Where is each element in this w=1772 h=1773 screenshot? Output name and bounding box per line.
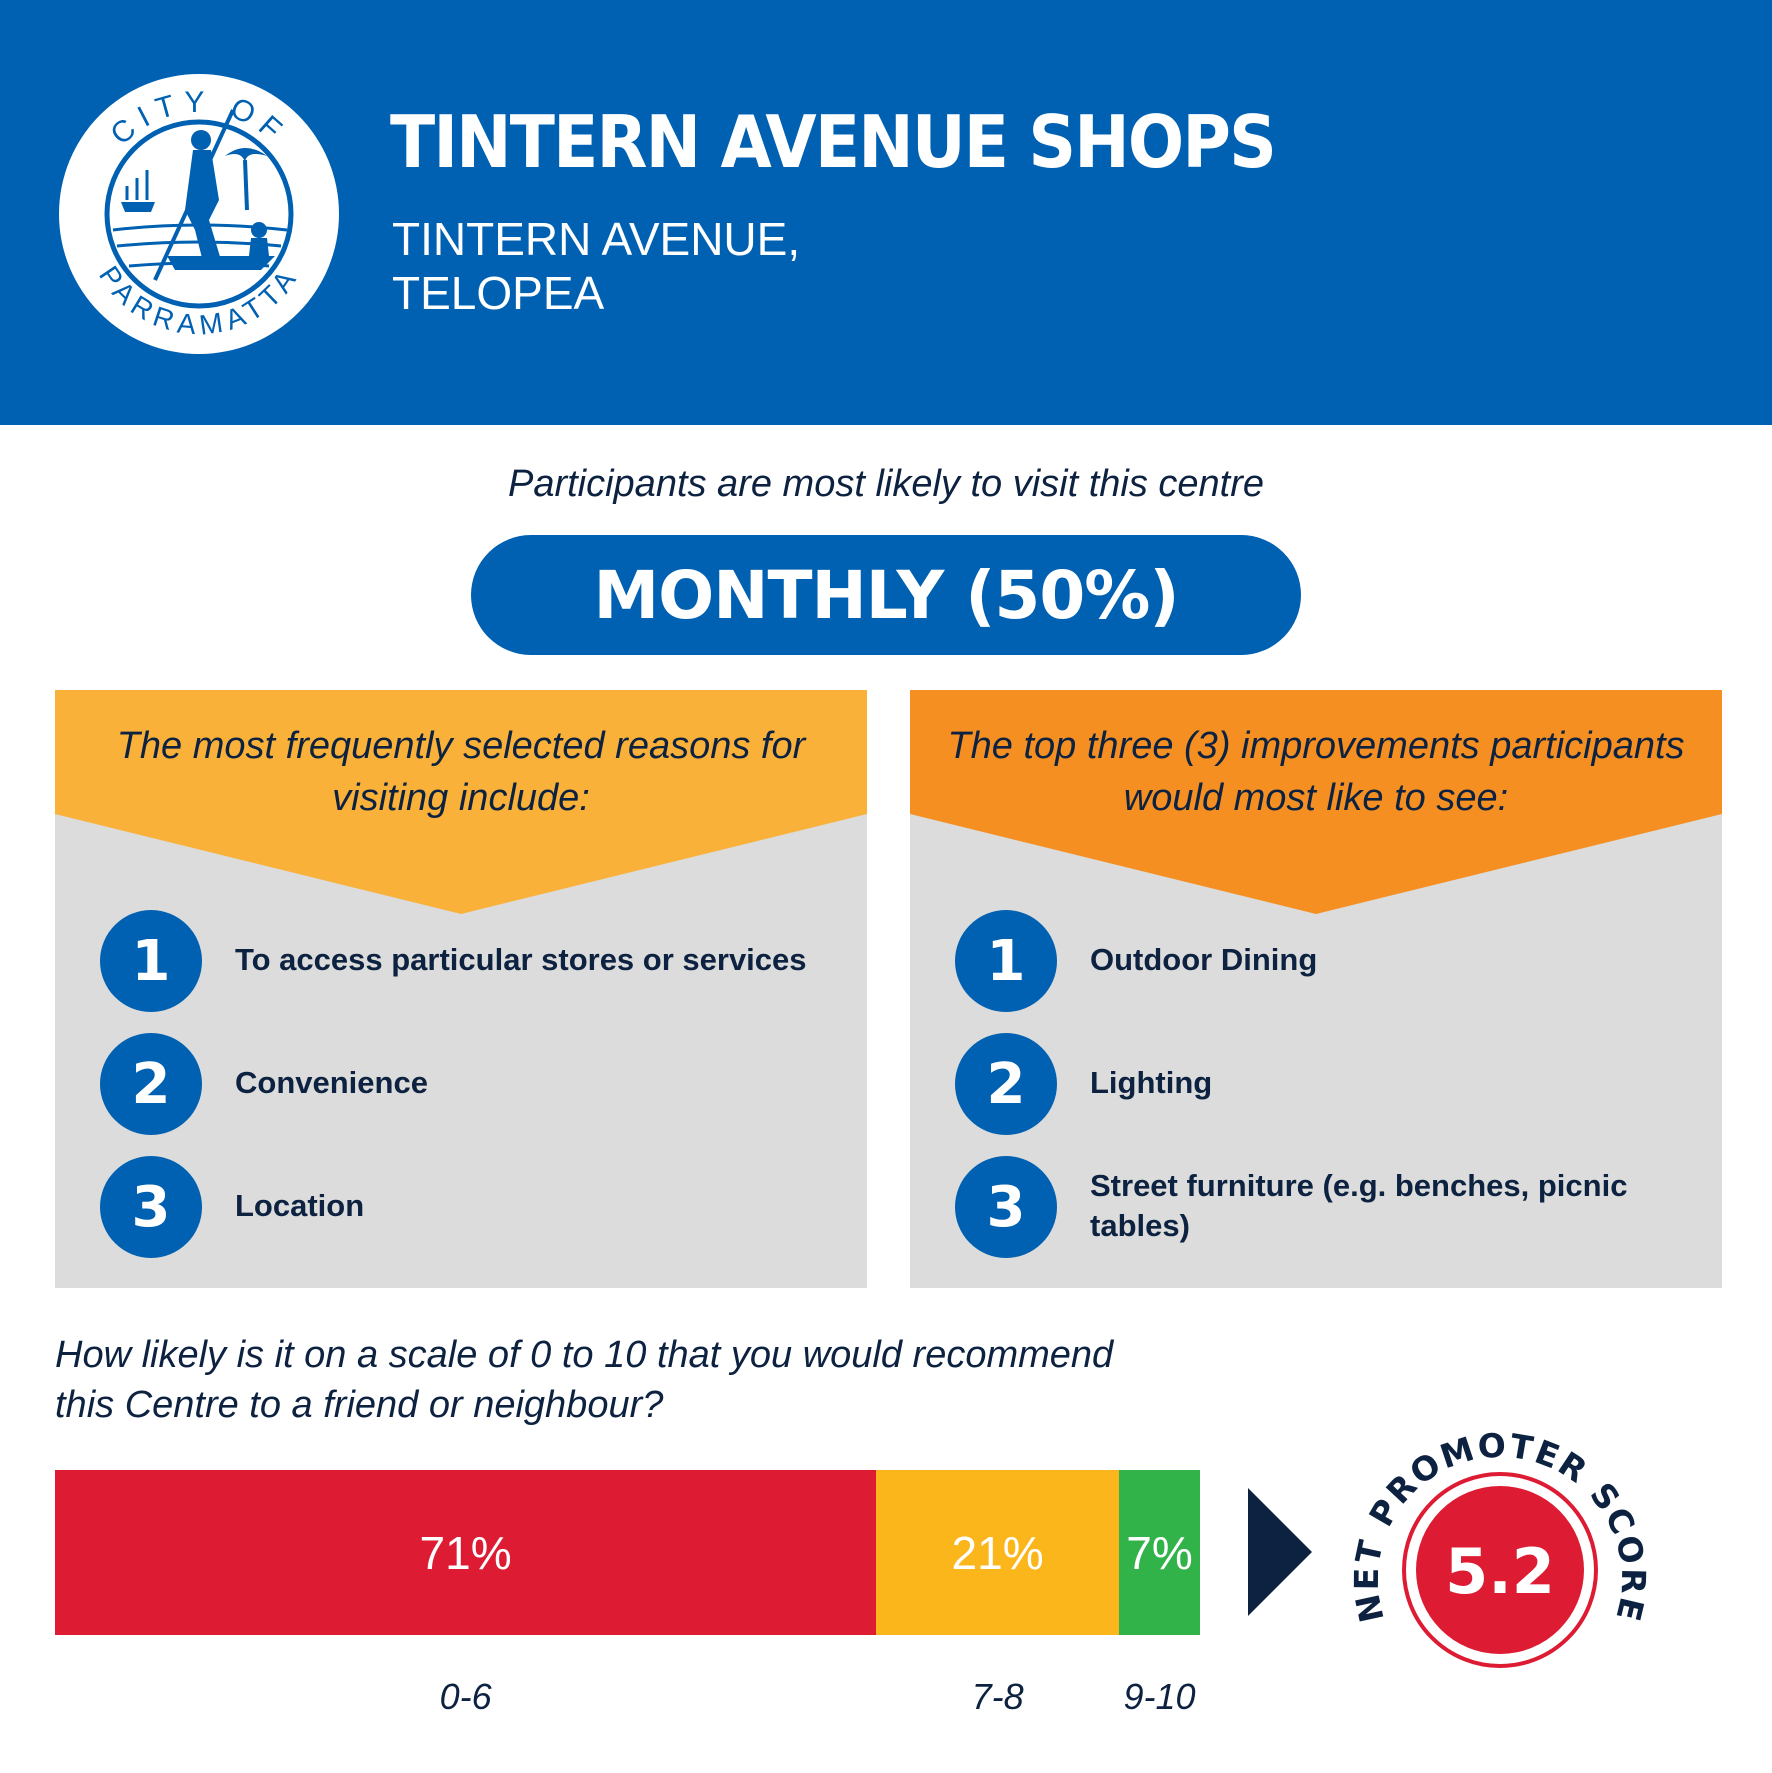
reason-item-1: 1 To access particular stores or service… xyxy=(100,910,840,1012)
segment-bar-7-8: 21% xyxy=(876,1470,1120,1635)
improvements-panel: The top three (3) improvements participa… xyxy=(910,690,1722,1288)
reasons-panel: The most frequently selected reasons for… xyxy=(55,690,867,1288)
segment-bar-0-6: 71% xyxy=(55,1470,877,1635)
nps-value: 5.2 xyxy=(1445,1535,1555,1608)
address-line-2: TELOPEA xyxy=(392,267,605,319)
reason-text: To access particular stores or services xyxy=(235,942,807,977)
improvement-item-1: 1 Outdoor Dining xyxy=(955,910,1695,1012)
header-banner: CITY OF PARRAMATTA TINTERN AVENUE SHOPS … xyxy=(0,0,1772,425)
number-badge: 3 xyxy=(955,1156,1057,1258)
address-line-1: TINTERN AVENUE, xyxy=(392,213,801,265)
reason-text: Convenience xyxy=(235,1065,428,1100)
segment-bar-9-10: 7% xyxy=(1119,1470,1200,1635)
reason-text: Location xyxy=(235,1188,365,1223)
recommend-question: How likely is it on a scale of 0 to 10 t… xyxy=(55,1330,1205,1430)
net-promoter-score-badge: NET PROMOTER SCORE 5.2 xyxy=(1347,1425,1651,1668)
reasons-banner-shape xyxy=(55,690,867,914)
reason-item-3: 3 Location xyxy=(100,1156,840,1258)
number-badge: 1 xyxy=(955,910,1057,1012)
number-badge: 3 xyxy=(100,1156,202,1258)
arrow-right-icon xyxy=(1248,1488,1312,1616)
recommend-question-line-2: this Centre to a friend or neighbour? xyxy=(55,1384,664,1426)
reason-item-2: 2 Convenience xyxy=(100,1033,840,1135)
city-of-parramatta-logo: CITY OF PARRAMATTA xyxy=(59,74,339,354)
improvements-banner-shape xyxy=(910,690,1722,914)
improvements-heading-line-1: The top three (3) improvements participa… xyxy=(947,725,1685,767)
segment-range-7-8: 7-8 xyxy=(971,1676,1024,1717)
improvement-text: Lighting xyxy=(1090,1065,1213,1100)
address: TINTERN AVENUE, TELOPEA xyxy=(392,212,800,320)
recommend-question-line-1: How likely is it on a scale of 0 to 10 t… xyxy=(55,1334,1114,1376)
reasons-heading-line-1: The most frequently selected reasons for xyxy=(116,725,806,767)
segment-range-0-6: 0-6 xyxy=(439,1676,492,1717)
number-badge: 1 xyxy=(100,910,202,1012)
frequency-intro: Participants are most likely to visit th… xyxy=(507,463,1265,505)
reasons-heading-line-2: visiting include: xyxy=(332,777,590,819)
improvements-heading: The top three (3) improvements participa… xyxy=(910,720,1722,824)
number-badge: 2 xyxy=(955,1033,1057,1135)
improvements-heading-line-2: would most like to see: xyxy=(1123,777,1509,819)
number-badge: 2 xyxy=(100,1033,202,1135)
improvement-item-2: 2 Lighting xyxy=(955,1033,1695,1135)
improvement-item-3: 3 Street furniture (e.g. benches, picnic… xyxy=(955,1156,1695,1258)
page-title: TINTERN AVENUE SHOPS xyxy=(390,100,1277,184)
segment-range-9-10: 9-10 xyxy=(1123,1676,1196,1717)
improvement-text: Street furniture (e.g. benches, picnic t… xyxy=(1090,1168,1628,1243)
reasons-heading: The most frequently selected reasons for… xyxy=(55,720,867,824)
frequency-pill: MONTHLY (50%) xyxy=(471,535,1301,655)
improvement-text: Outdoor Dining xyxy=(1090,942,1318,977)
